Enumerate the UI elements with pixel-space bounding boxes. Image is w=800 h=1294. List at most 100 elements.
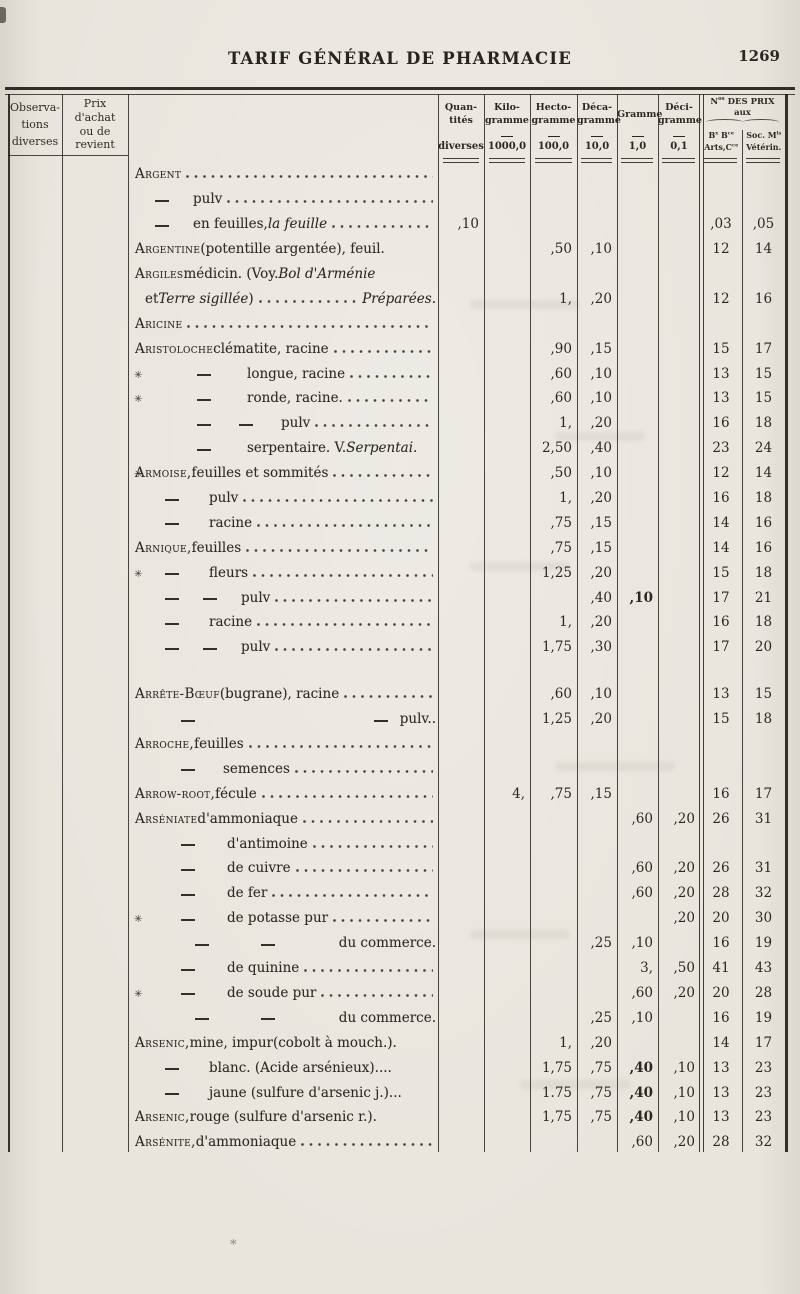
value-cell-deca: ,75 — [590, 1084, 612, 1101]
ditto-dash — [181, 993, 195, 996]
table-row: en feuilles, la feuille ,10 ,03 ,05 — [8, 212, 785, 237]
value-cell-soc: 31 — [754, 810, 773, 827]
value-cell-soc: 31 — [754, 860, 773, 877]
value-cell-deca: ,20 — [590, 614, 612, 631]
table-row: ✳ fleurs 1,25 ,20 15 18 — [8, 560, 785, 585]
item-name-cell: serpentaire. V. Serpentai. — [128, 440, 438, 456]
dot-leader — [332, 219, 433, 232]
dot-leader — [294, 763, 433, 776]
dot-leader — [227, 194, 433, 207]
dot-leader — [272, 888, 433, 901]
value-cell-hecto: ,90 — [550, 340, 572, 357]
item-name-cell: ✳ de soude pur — [128, 985, 438, 1001]
value-cell-bx: 15 — [712, 711, 730, 728]
dot-leader — [333, 468, 433, 481]
value-cell-deca: ,15 — [590, 539, 612, 556]
ornament-icon: ✳ — [134, 988, 143, 1000]
value-cell-hecto: 1, — [559, 415, 572, 432]
column-line — [530, 94, 531, 1152]
header-double-mark — [535, 158, 572, 163]
column-line — [438, 94, 439, 1152]
ditto-dash — [181, 769, 195, 772]
value-cell-bx: 13 — [712, 1059, 730, 1076]
value-cell-deca: ,75 — [590, 1059, 612, 1076]
value-cell-soc: 17 — [754, 785, 773, 802]
value-cell-gramme: ,40 — [629, 1059, 654, 1076]
value-cell-soc: 14 — [754, 241, 773, 258]
row-gap — [8, 660, 785, 682]
value-cell-bx: 20 — [712, 984, 730, 1001]
double-rule — [5, 87, 795, 95]
prices-subheader-bx: Bx Bce Arts,Cce — [704, 129, 739, 152]
value-cell-bx: 15 — [712, 564, 730, 581]
ditto-dash — [181, 719, 195, 722]
value-cell-soc: 16 — [754, 514, 773, 531]
item-name-text: en feuilles, — [193, 216, 268, 233]
item-name-text: pulv — [209, 490, 239, 507]
value-cell-q: ,10 — [457, 216, 479, 233]
value-cell-bx: 13 — [712, 686, 730, 703]
unit-name: Kilo-gramme — [485, 102, 529, 126]
unit-header-gramme: Gramme 1,0 — [617, 94, 662, 156]
value-cell-bx: 13 — [712, 390, 730, 407]
item-name-text: semences — [223, 760, 290, 777]
item-name-cell: du commerce. — [128, 935, 438, 951]
item-name-text: pulv — [241, 589, 271, 606]
value-cell-deci: ,20 — [673, 860, 695, 877]
item-name-text: de potasse pur — [227, 910, 329, 927]
value-cell-deci: ,20 — [673, 910, 695, 927]
value-cell-deca: ,20 — [590, 564, 612, 581]
table-row: blanc. (Acide arsénieux).... 1,75 ,75 ,40 ,1… — [8, 1055, 785, 1080]
item-name-cell: de cuivre — [128, 860, 438, 876]
item-name-cell: Arroche, feuilles — [128, 736, 438, 752]
table-row: Argiles médicin. (Voy. Bol d'Arménie — [8, 262, 785, 287]
value-cell-deca: ,10 — [590, 465, 612, 482]
value-cell-soc: 15 — [754, 365, 773, 382]
item-name-text: Arsenic, — [135, 1109, 190, 1126]
column-line — [484, 94, 485, 1152]
item-name-text: Argiles — [135, 266, 184, 282]
item-name-cell: pulv — [128, 639, 438, 655]
value-cell-bx: 28 — [712, 885, 730, 902]
prices-brace — [700, 119, 785, 125]
table-row: racine ,75 ,15 14 16 — [8, 510, 785, 535]
value-cell-hecto: 1,25 — [541, 711, 572, 728]
item-name-text: Préparées. — [362, 290, 436, 307]
item-name-text: jaune (sulfure d'arsenic j.)... — [209, 1084, 402, 1101]
item-name-text: Bol d'Arménie — [278, 266, 376, 282]
item-name-text: feuilles — [191, 539, 242, 556]
table-row: ✳ de potasse pur ,20 20 30 — [8, 906, 785, 931]
value-cell-soc: 21 — [754, 589, 773, 606]
item-name-cell: Argiles médicin. (Voy. Bol d'Arménie — [128, 266, 438, 282]
page-title: TARIF GÉNÉRAL DE PHARMACIE — [227, 49, 573, 68]
value-cell-bx: 16 — [712, 490, 730, 507]
ditto-dash — [195, 943, 209, 946]
item-name-cell: racine — [128, 515, 438, 531]
table-row: Arsénite, d'ammoniaque ,60 ,20 28 32 — [8, 1130, 785, 1155]
item-name-text: mine, impur(cobolt à mouch.). — [189, 1034, 397, 1051]
ditto-dash — [203, 598, 217, 601]
value-cell-soc: 24 — [754, 440, 773, 457]
unit-quantity: 1,0 — [628, 141, 647, 152]
item-name-text: Arrow-root, — [135, 785, 216, 802]
table-row: ✳ ronde, racine. ,60 ,10 13 15 — [8, 386, 785, 411]
item-name-cell: racine — [128, 614, 438, 630]
item-name-cell: du commerce. — [128, 1010, 438, 1026]
dot-leader — [248, 739, 433, 752]
value-cell-bx: 28 — [712, 1134, 730, 1151]
value-cell-hecto: 2,50 — [541, 440, 572, 457]
value-cell-hecto: ,75 — [550, 785, 572, 802]
value-cell-bx: 13 — [712, 1084, 730, 1101]
value-cell-deca: ,25 — [590, 935, 612, 952]
item-name-cell: ✳ Armoise, feuilles et sommités — [128, 465, 438, 481]
unit-header-deci: Déci-gramme 0,1 — [658, 94, 702, 156]
value-cell-deci: ,20 — [673, 810, 695, 827]
value-cell-hecto: ,75 — [550, 539, 572, 556]
ditto-dash — [155, 199, 169, 202]
item-name-text: d'ammoniaque — [197, 810, 298, 827]
dot-leader — [246, 542, 433, 555]
item-name-text: Armoise, — [135, 465, 192, 482]
ditto-dash — [197, 423, 211, 426]
value-cell-gramme: ,40 — [629, 1109, 654, 1126]
